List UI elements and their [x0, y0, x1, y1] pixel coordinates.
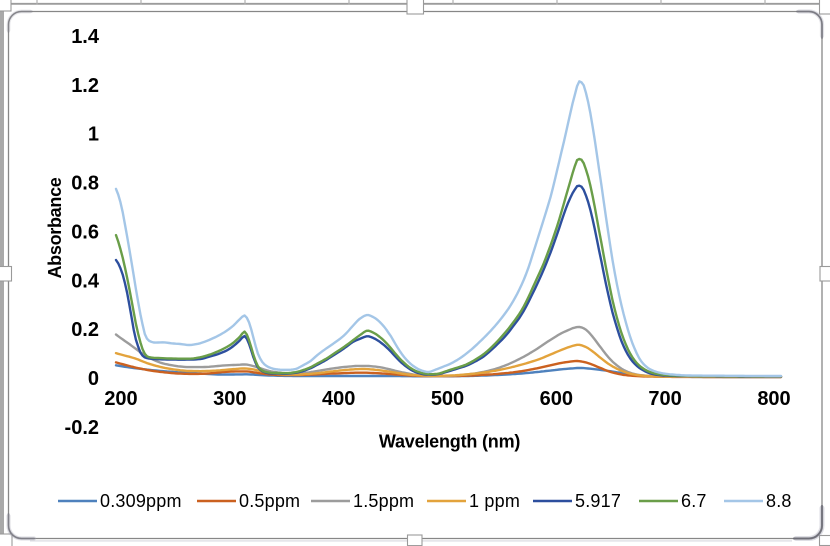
- svg-text:0.6: 0.6: [71, 221, 99, 243]
- svg-text:0: 0: [88, 368, 99, 390]
- svg-text:0.5ppm: 0.5ppm: [239, 491, 300, 511]
- svg-text:500: 500: [431, 388, 464, 410]
- svg-text:1.5ppm: 1.5ppm: [353, 491, 414, 511]
- svg-text:Absorbance: Absorbance: [45, 177, 65, 278]
- svg-text:1 ppm: 1 ppm: [469, 491, 520, 511]
- svg-text:1.2: 1.2: [71, 75, 99, 97]
- svg-text:8.8: 8.8: [766, 491, 792, 511]
- svg-text:0.309ppm: 0.309ppm: [100, 491, 182, 511]
- svg-text:6.7: 6.7: [681, 491, 707, 511]
- svg-text:0.2: 0.2: [71, 319, 99, 341]
- svg-text:5.917: 5.917: [575, 491, 621, 511]
- svg-text:200: 200: [104, 388, 137, 410]
- svg-text:0.8: 0.8: [71, 173, 99, 195]
- svg-text:-0.2: -0.2: [65, 417, 99, 439]
- svg-text:1: 1: [88, 124, 99, 146]
- svg-text:700: 700: [648, 388, 681, 410]
- svg-text:600: 600: [540, 388, 573, 410]
- svg-text:800: 800: [757, 388, 790, 410]
- svg-text:400: 400: [322, 388, 355, 410]
- svg-text:300: 300: [213, 388, 246, 410]
- svg-text:Wavelength (nm): Wavelength (nm): [379, 432, 521, 452]
- svg-text:1.4: 1.4: [71, 26, 100, 48]
- svg-text:0.4: 0.4: [71, 270, 100, 292]
